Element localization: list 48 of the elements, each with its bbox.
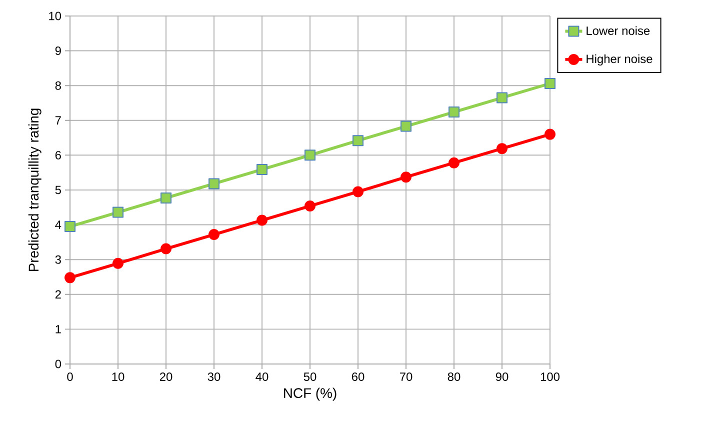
y-tick-label: 7 [55, 116, 61, 124]
y-tick-label: 6 [55, 150, 61, 160]
point [256, 164, 268, 175]
point [400, 120, 412, 132]
x-tick-label: 70 [400, 372, 412, 381]
x-tick-label: 100 [540, 372, 560, 381]
point [496, 143, 508, 154]
legend-label: Lower noise [586, 26, 650, 35]
point [352, 135, 364, 146]
y-tick-label: 1 [56, 325, 61, 334]
y-tick-label: 10 [49, 12, 62, 20]
point [112, 258, 124, 269]
point [160, 192, 172, 204]
point [208, 178, 220, 190]
point [64, 221, 76, 232]
point [400, 172, 412, 183]
legend-label: Higher noise [586, 54, 652, 66]
x-tick-label: 80 [448, 372, 460, 381]
point [112, 206, 124, 218]
y-axis-title: Predicted tranquillity rating [28, 108, 42, 272]
y-tick-label: 2 [55, 290, 61, 299]
point [496, 92, 508, 104]
point [304, 150, 316, 161]
point [448, 157, 460, 168]
x-tick-label: 10 [112, 372, 124, 381]
x-axis-title: NCF (%) [284, 388, 336, 401]
point [304, 200, 316, 212]
x-tick-label: 40 [256, 372, 268, 381]
point [544, 128, 556, 140]
x-tick-label: 0 [67, 372, 73, 381]
point [256, 214, 268, 226]
x-tick-label: 30 [208, 372, 220, 381]
point [352, 186, 364, 198]
point [448, 106, 460, 118]
point [160, 243, 172, 254]
y-tick-label: 4 [55, 220, 62, 229]
point [64, 272, 76, 284]
y-tick-label: 3 [55, 255, 61, 264]
x-tick-label: 50 [304, 372, 316, 381]
x-tick-label: 20 [160, 372, 172, 381]
y-tick-label: 9 [55, 46, 61, 56]
y-tick-label: 0 [55, 360, 62, 368]
point [208, 229, 220, 240]
y-tick-label: 8 [55, 81, 61, 90]
point [544, 78, 556, 89]
x-tick-label: 60 [352, 372, 364, 381]
y-tick-label: 5 [55, 186, 61, 194]
x-tick-label: 90 [496, 372, 508, 381]
